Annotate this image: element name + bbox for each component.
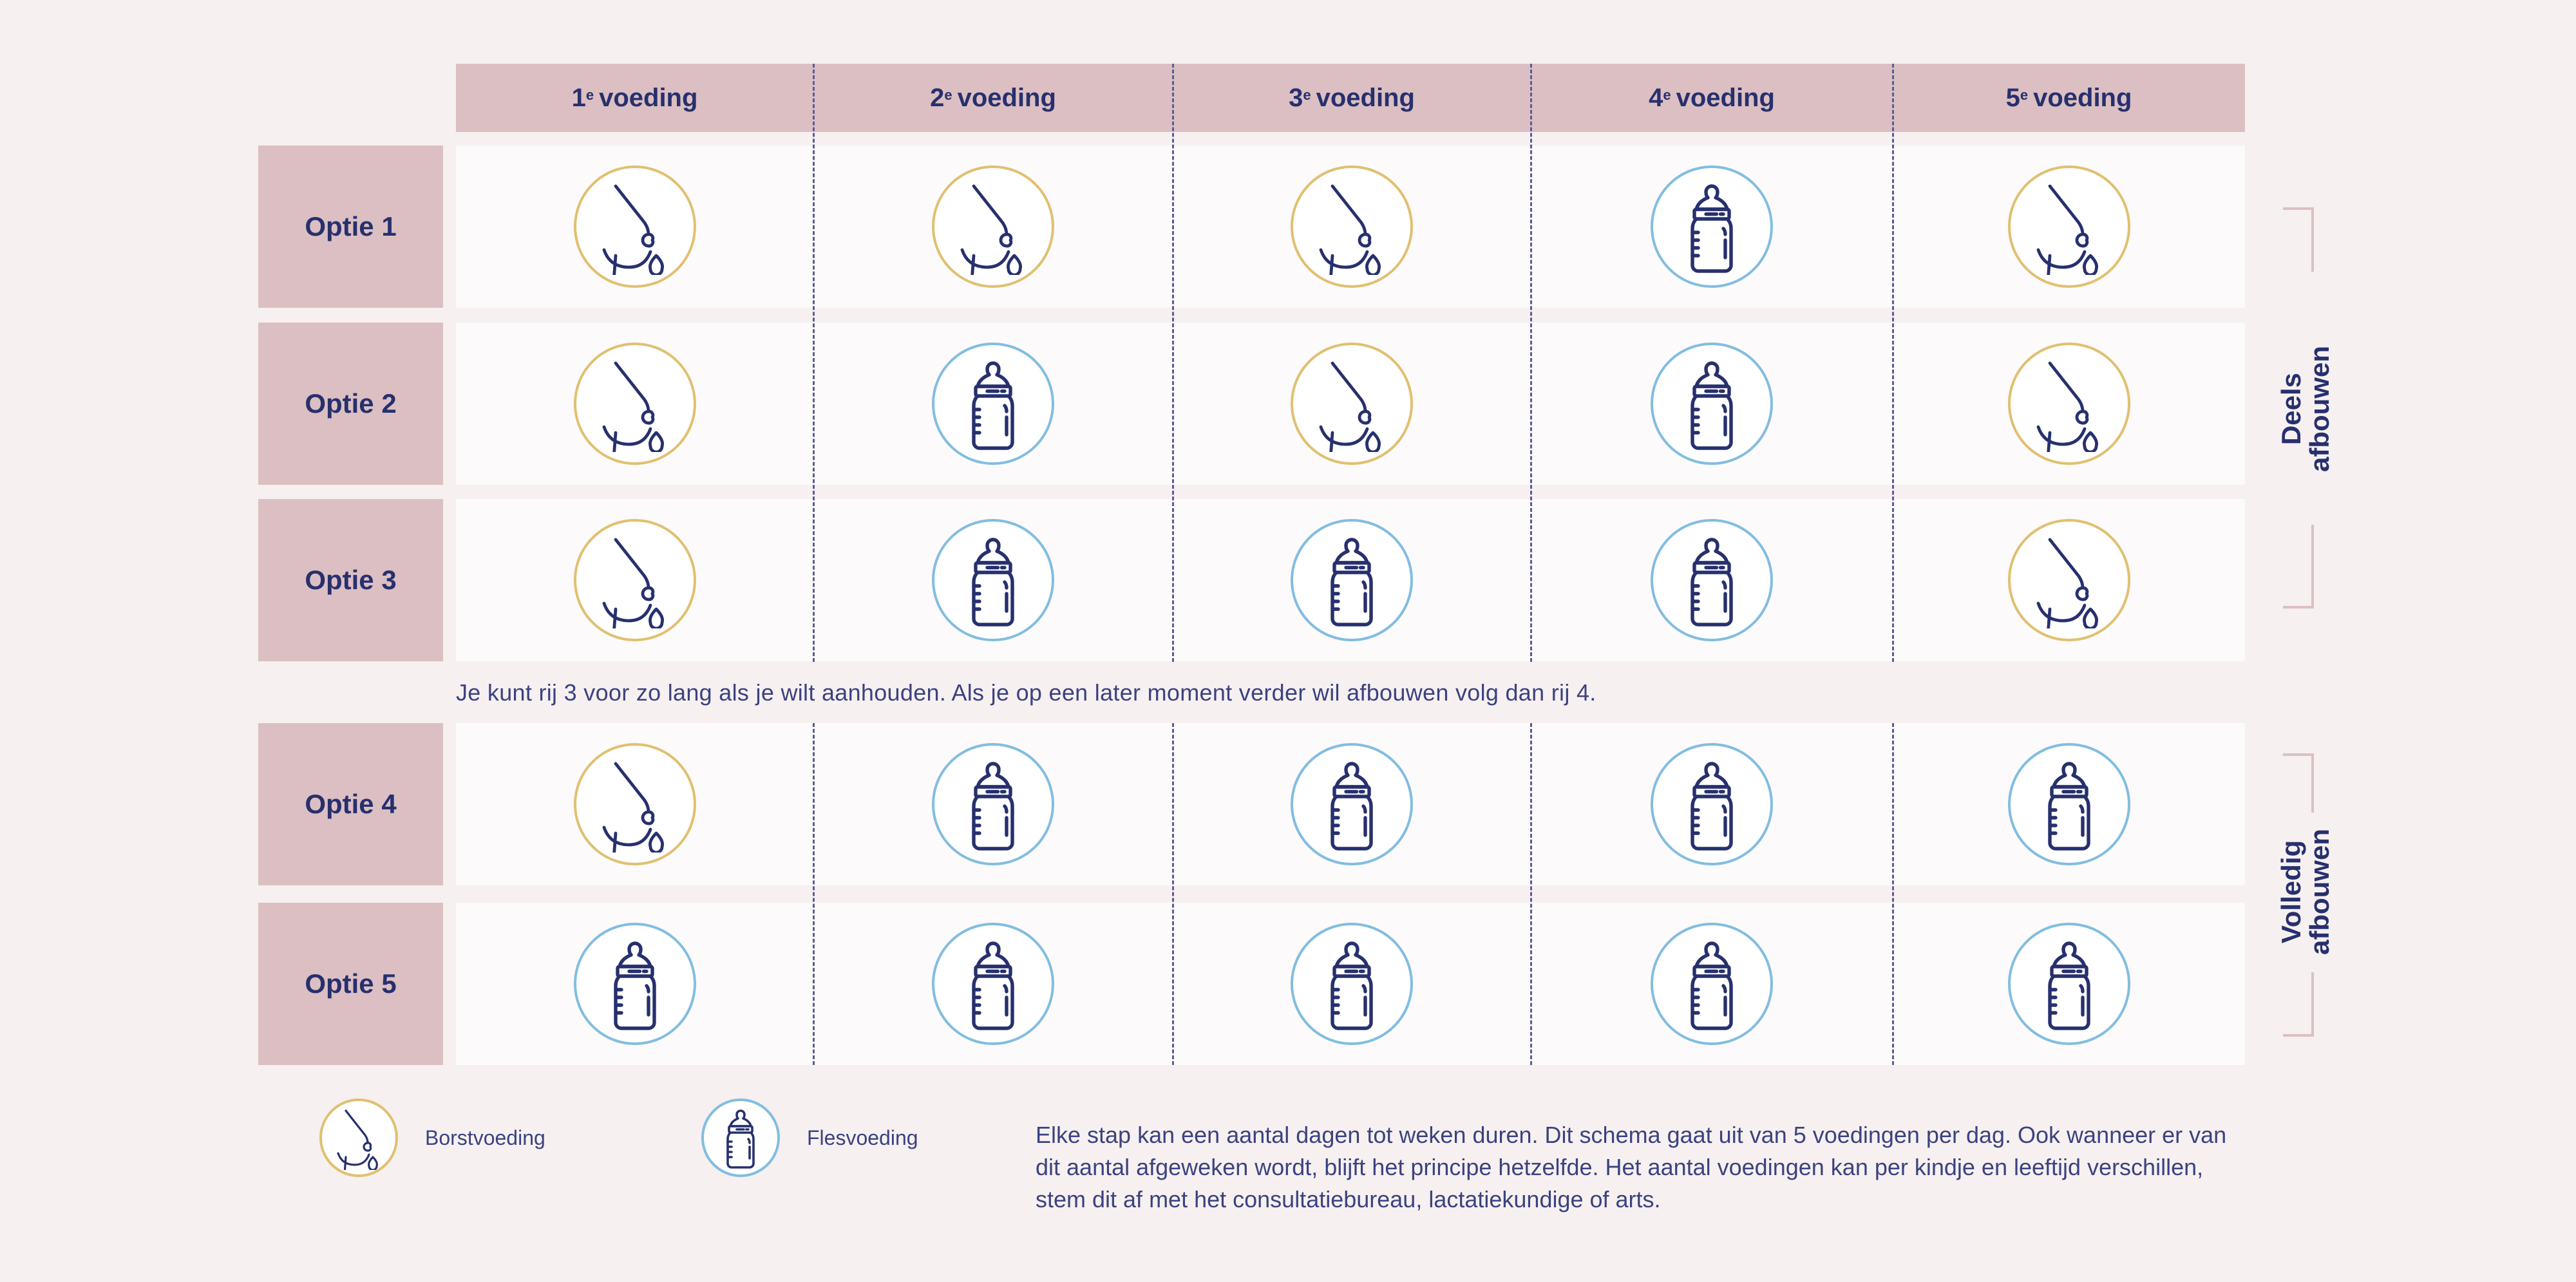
column-divider	[1172, 723, 1174, 1065]
bottle-icon	[932, 343, 1054, 465]
column-divider	[1892, 723, 1894, 1065]
breast-feeding-icon	[932, 165, 1054, 288]
table-header: 1 e voeding 2 e voeding 3 e voeding 4 e voeding …	[456, 64, 2245, 132]
table-cell	[813, 723, 1173, 885]
group-label-volledig: Volledig afbouwen	[2276, 829, 2334, 955]
row-label-optie-5: Optie 5	[258, 903, 443, 1065]
bottle-icon	[2007, 743, 2130, 865]
table-cell	[456, 723, 813, 885]
column-header-5: 5 e voeding	[2005, 83, 2132, 112]
table-cell	[1173, 323, 1531, 485]
bottle-icon	[701, 1098, 780, 1177]
breast-feeding-icon	[1291, 165, 1413, 288]
table-cell	[1531, 499, 1893, 661]
row-label-optie-2: Optie 2	[258, 323, 443, 485]
table-cell	[1893, 723, 2245, 885]
column-header-3: 3 e voeding	[1289, 83, 1415, 112]
bottle-icon	[932, 519, 1054, 641]
bottle-icon	[1651, 923, 1773, 1045]
column-divider	[813, 723, 815, 1065]
info-paragraph: Elke stap kan een aantal dagen tot weken…	[1036, 1122, 2227, 1212]
table-cell	[456, 903, 813, 1065]
breast-feeding-icon	[2007, 165, 2130, 288]
bracket-top-deels	[2283, 207, 2314, 272]
table-cell	[813, 146, 1173, 308]
row-note: Je kunt rij 3 voor zo lang als je wilt a…	[456, 679, 1596, 706]
bottle-icon	[932, 743, 1054, 865]
table-cell	[813, 499, 1173, 661]
row-label-optie-3: Optie 3	[258, 499, 443, 661]
breast-feeding-icon	[2007, 343, 2130, 465]
breast-feeding-icon	[1291, 343, 1413, 465]
legend-label-bottle: Flesvoeding	[807, 1126, 918, 1149]
bracket-bottom-volledig	[2283, 972, 2314, 1037]
breast-feeding-icon	[573, 165, 696, 288]
bottle-icon	[932, 923, 1054, 1045]
table-row	[456, 323, 2245, 485]
column-divider	[1892, 64, 1894, 662]
breast-feeding-icon	[573, 519, 696, 641]
table-cell	[1531, 146, 1893, 308]
table-cell	[1173, 499, 1531, 661]
table-cell	[1893, 903, 2245, 1065]
column-header-2: 2 e voeding	[930, 83, 1056, 112]
bottle-icon	[1651, 343, 1773, 465]
bracket-top-volledig	[2283, 753, 2314, 813]
column-divider	[1530, 64, 1532, 662]
table-cell	[1173, 903, 1531, 1065]
table-row	[456, 146, 2245, 308]
legend-item-bottle: Flesvoeding	[701, 1098, 918, 1177]
column-divider	[1172, 64, 1174, 662]
legend-label-breast: Borstvoeding	[425, 1126, 545, 1149]
row-label-optie-4: Optie 4	[258, 723, 443, 885]
table-cell	[1531, 723, 1893, 885]
table-cell	[1173, 146, 1531, 308]
bottle-icon	[1291, 519, 1413, 641]
bottle-icon	[2007, 923, 2130, 1045]
column-divider	[1530, 723, 1532, 1065]
bottle-icon	[573, 923, 696, 1045]
table-cell	[456, 146, 813, 308]
table-cell	[1893, 323, 2245, 485]
table-cell	[456, 499, 813, 661]
table-cell	[1531, 323, 1893, 485]
breast-feeding-icon	[573, 743, 696, 865]
column-divider	[813, 64, 815, 662]
bottle-icon	[1651, 165, 1773, 288]
column-header-4: 4 e voeding	[1649, 83, 1775, 112]
table-cell	[813, 323, 1173, 485]
table-cell	[1531, 903, 1893, 1065]
bottle-icon	[1291, 743, 1413, 865]
table-cell	[1173, 723, 1531, 885]
table-cell	[1893, 146, 2245, 308]
column-header-1: 1 e voeding	[571, 83, 698, 112]
bottle-icon	[1651, 519, 1773, 641]
breast-feeding-icon	[573, 343, 696, 465]
table-cell	[1893, 499, 2245, 661]
row-label-optie-1: Optie 1	[258, 146, 443, 308]
group-label-deels: Deels afbouwen	[2276, 346, 2334, 472]
bracket-bottom-deels	[2283, 525, 2314, 608]
breast-feeding-icon	[319, 1098, 398, 1177]
table-cell	[813, 903, 1173, 1065]
breast-feeding-icon	[2007, 519, 2130, 641]
table-row	[456, 499, 2245, 661]
table-cell	[456, 323, 813, 485]
table-row	[456, 723, 2245, 885]
bottle-icon	[1651, 743, 1773, 865]
legend-item-breast: Borstvoeding	[319, 1098, 545, 1177]
table-row	[456, 903, 2245, 1065]
bottle-icon	[1291, 923, 1413, 1045]
